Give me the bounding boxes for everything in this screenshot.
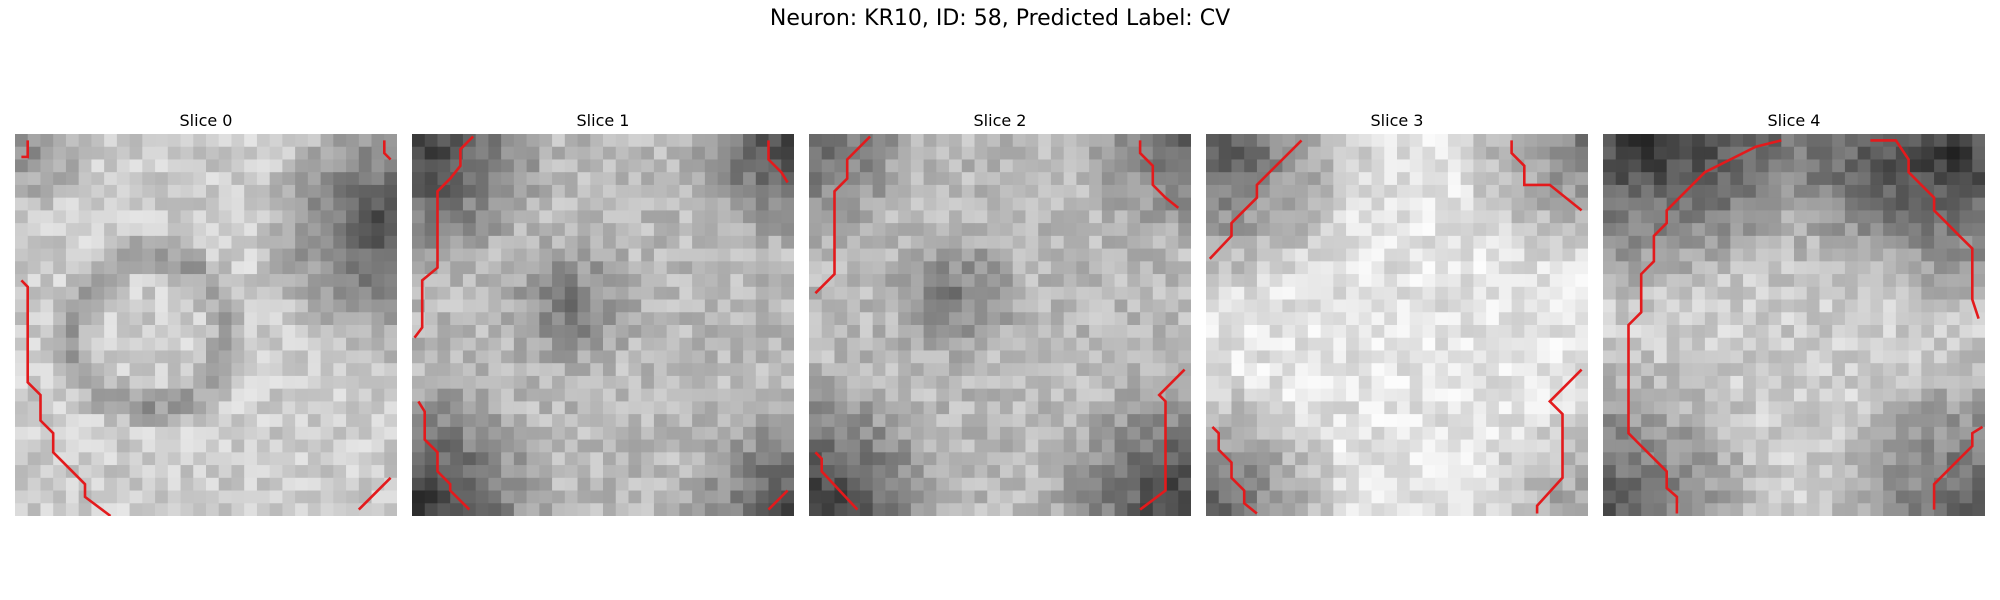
figure-title: Neuron: KR10, ID: 58, Predicted Label: C…	[769, 6, 1231, 31]
contour-line	[20, 279, 112, 516]
slice-panel-2: Slice 2	[809, 108, 1191, 516]
slice-image	[412, 134, 794, 516]
slice-title: Slice 4	[1767, 111, 1821, 130]
slice-title: Slice 2	[973, 111, 1027, 130]
contour-line	[1211, 425, 1258, 515]
contour-line	[1208, 139, 1303, 260]
contour-line	[1535, 368, 1583, 514]
slice-title: Slice 3	[1370, 111, 1424, 130]
slice-image	[1603, 134, 1985, 516]
slice-title: Slice 0	[179, 111, 233, 130]
slice-image	[809, 134, 1191, 516]
contour-line	[1870, 139, 1980, 320]
contour-line	[1932, 425, 1984, 510]
slice-panel-4: Slice 4	[1603, 108, 1985, 516]
contour-line	[814, 135, 872, 295]
contour-line	[1627, 139, 1782, 514]
slice-panel-3: Slice 3	[1206, 108, 1588, 516]
contour-line	[814, 451, 859, 511]
contour-line	[767, 489, 789, 511]
contour-line	[1510, 140, 1583, 212]
contour-line	[382, 140, 392, 161]
slice-title: Slice 1	[576, 111, 630, 130]
contour-line	[1138, 140, 1180, 209]
contour-line	[417, 400, 471, 511]
contour-line	[21, 140, 29, 159]
slice-image	[15, 134, 397, 516]
contour-line	[1139, 368, 1186, 511]
slice-image	[1206, 134, 1588, 516]
contour-line	[357, 476, 392, 511]
contour-line	[767, 140, 789, 184]
contour-line	[413, 135, 475, 339]
slice-panel-1: Slice 1	[412, 108, 794, 516]
slice-panel-0: Slice 0	[15, 108, 397, 516]
